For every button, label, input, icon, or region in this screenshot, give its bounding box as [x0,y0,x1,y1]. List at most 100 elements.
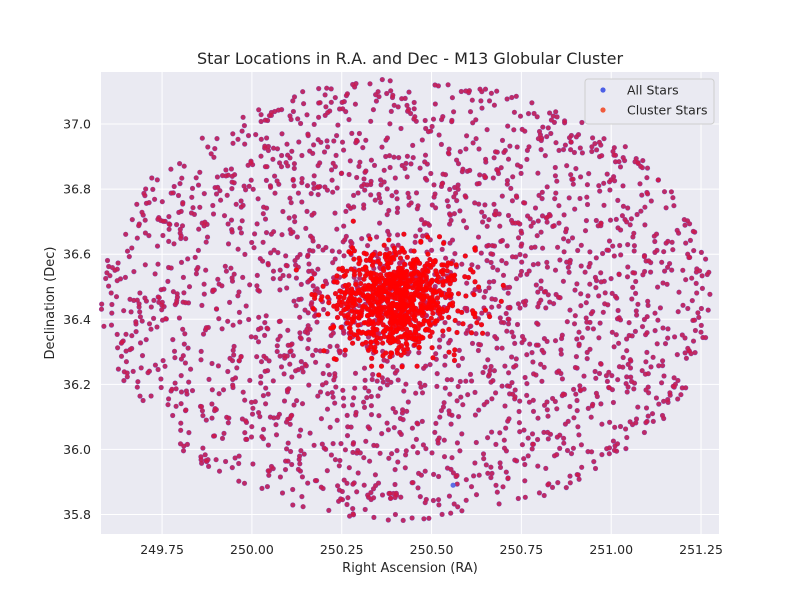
cluster-stars-point [463,146,469,152]
cluster-stars-point [261,427,266,432]
cluster-stars-point [329,167,334,173]
cluster-stars-point [203,267,209,273]
cluster-stars-point [377,450,383,456]
cluster-stars-point [616,271,622,277]
cluster-stars-point [203,239,209,245]
cluster-stars-point [665,335,671,341]
cluster-stars-point [423,446,429,452]
cluster-stars-point [601,202,607,208]
cluster-stars-point [109,322,114,328]
cluster-stars-point [288,348,294,354]
cluster-stars-point [546,481,552,487]
cluster-stars-point [114,266,120,272]
cluster-stars-point [125,248,130,254]
cluster-stars-point [557,432,563,438]
cluster-stars-point [209,361,215,366]
cluster-stars-point [362,385,368,391]
cluster-stars-point [625,274,630,280]
cluster-stars-point [336,249,342,255]
cluster-stars-point [393,189,399,195]
cluster-stars-point [196,226,202,232]
cluster-stars-point [459,169,465,175]
cluster-stars-point [177,227,183,232]
cluster-stars-point [219,326,225,332]
cluster-stars-point [153,362,158,368]
cluster-stars-point [354,450,360,456]
cluster-stars-point [468,109,473,115]
cluster-stars-point [262,333,267,338]
cluster-stars-point [172,355,178,361]
cluster-stars-point [596,335,602,341]
cluster-stars-point [598,270,604,276]
cluster-stars-point [692,317,697,323]
cluster-stars-point [424,177,430,183]
cluster-stars-point [618,252,624,258]
cluster-stars-point [390,92,396,98]
cluster-stars-point [323,104,329,110]
cluster-stars-point [578,174,583,180]
cluster-stars-point [230,140,236,146]
cluster-stars-point [543,215,549,221]
cluster-stars-point [285,440,291,446]
cluster-stars-point [388,496,393,501]
cluster-stars-point [114,332,120,337]
cluster-stars-point [302,307,308,313]
cluster-stars-point [481,294,487,300]
cluster-stars-point [317,290,322,295]
cluster-stars-point [413,118,419,124]
cluster-stars-point [276,107,281,113]
cluster-stars-point [576,329,582,335]
cluster-stars-point [422,500,428,506]
cluster-stars-point [209,387,215,393]
cluster-stars-point [451,109,456,115]
cluster-stars-point [452,251,458,256]
cluster-stars-point [454,157,459,163]
cluster-stars-point [213,407,219,412]
cluster-stars-point [663,205,669,211]
cluster-stars-point [137,393,143,399]
cluster-stars-point [250,411,255,417]
cluster-stars-point [327,372,332,377]
cluster-stars-point [476,407,482,413]
cluster-stars-point [172,380,178,386]
cluster-stars-point [195,265,201,270]
cluster-stars-point [529,245,534,251]
cluster-stars-point [698,329,704,335]
cluster-stars-point [334,133,339,139]
cluster-stars-point [320,371,326,376]
cluster-stars-point [290,177,296,183]
cluster-stars-point [491,155,497,161]
cluster-stars-point [447,221,452,227]
cluster-stars-point [305,480,311,486]
cluster-stars-point [265,468,271,474]
cluster-stars-point [558,351,564,357]
cluster-stars-point [659,259,665,265]
cluster-stars-point [421,365,426,371]
cluster-stars-point [597,188,603,194]
cluster-stars-point [634,212,640,217]
cluster-stars-point [327,344,333,349]
cluster-stars-point [568,147,573,153]
cluster-stars-point [483,289,488,294]
cluster-stars-point [565,238,571,244]
cluster-stars-point [613,152,618,158]
cluster-stars-point [252,399,258,405]
cluster-stars-point [622,144,628,150]
cluster-stars-point [578,303,584,309]
cluster-stars-point [443,255,448,261]
cluster-stars-point [410,425,415,431]
cluster-stars-point [645,303,651,308]
cluster-stars-point [402,96,408,101]
cluster-stars-point [288,449,293,454]
cluster-stars-point [437,414,443,420]
cluster-stars-point [503,425,509,431]
cluster-stars-point [294,234,300,240]
cluster-stars-point [246,183,252,189]
cluster-stars-point [650,354,656,360]
cluster-stars-point [369,403,374,409]
cluster-stars-point [471,473,476,479]
cluster-stars-point [330,441,336,446]
cluster-stars-point [625,264,631,270]
cluster-stars-point [518,113,523,119]
